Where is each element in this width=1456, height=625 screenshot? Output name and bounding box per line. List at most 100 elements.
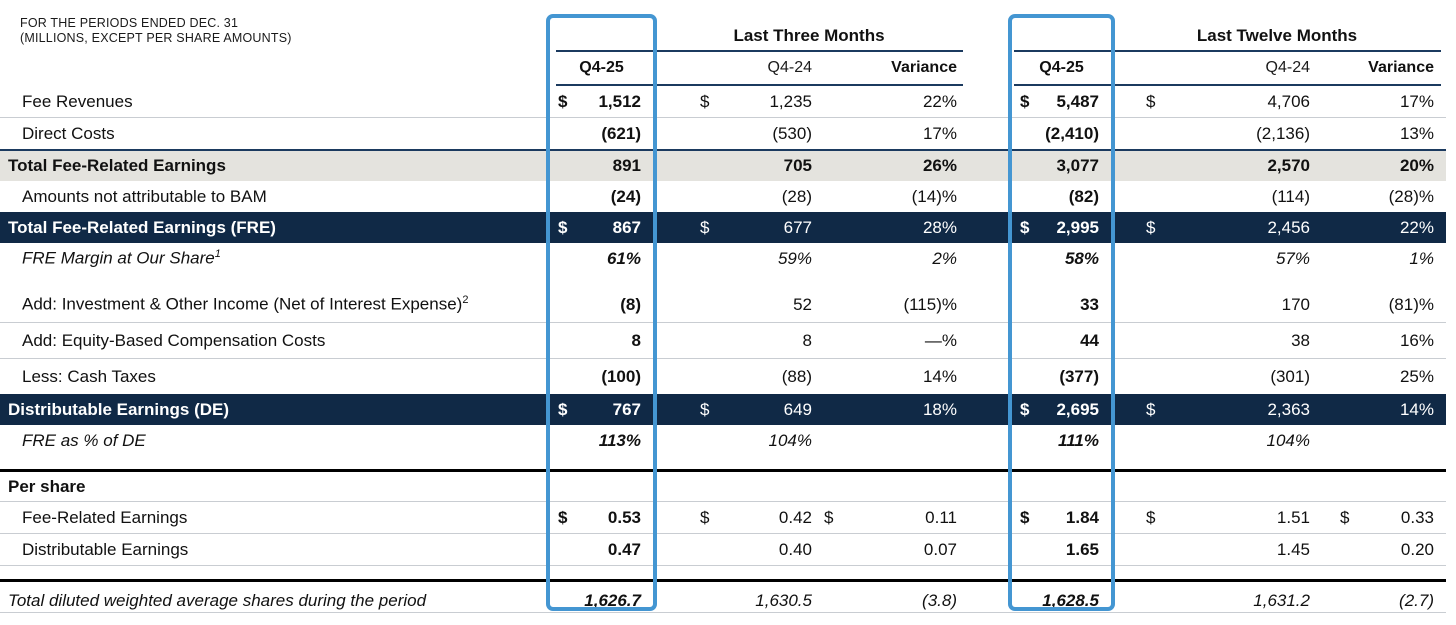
column-header-q4-24-12m: Q4-24: [1265, 59, 1310, 76]
row-distributable-earnings-de: Distributable Earnings (DE) $767 $649 18% $2…: [0, 394, 1446, 425]
cell-variance-3m: 22%: [820, 86, 963, 117]
cell-q4-25-3m: (8): [548, 287, 655, 322]
cell-value: 13%: [1399, 123, 1434, 143]
cell-value: 1.51: [1276, 507, 1310, 527]
cell-q4-25-3m: 113%: [548, 425, 655, 456]
cell-value: 17%: [922, 123, 957, 143]
cell-variance-3m: 18%: [820, 394, 963, 425]
cell-value: 0.20: [1400, 539, 1434, 559]
cell-value: 61%: [606, 248, 641, 268]
cell-q4-25-12m: $2,695: [1010, 394, 1113, 425]
cell-q4-25-3m: $867: [548, 212, 655, 243]
dollar-sign: $: [1146, 507, 1156, 527]
cell-q4-24-3m: [655, 473, 820, 501]
row-label: Add: Equity-Based Compensation Costs: [22, 330, 326, 350]
cell-value: (24): [610, 186, 641, 206]
dollar-sign: $: [1020, 217, 1030, 237]
cell-variance-12m: 17%: [1318, 86, 1446, 117]
cell-q4-25-3m: [548, 473, 655, 501]
row-total-fee-related-earnings-fre: Total Fee-Related Earnings (FRE) $867 $677…: [0, 212, 1446, 243]
row-fre-as-of-de: FRE as % of DE 113% 104% 111% 104%: [0, 425, 1446, 456]
cell-value: (2.7): [1399, 591, 1434, 610]
cell-q4-25-3m: $1,512: [548, 86, 655, 117]
cell-value: —%: [924, 330, 957, 350]
row-label: Direct Costs: [22, 123, 115, 143]
cell-value: (3.8): [922, 591, 957, 610]
cell-q4-25-12m: 1.65: [1010, 534, 1113, 565]
cell-variance-3m: 14%: [820, 359, 963, 394]
row-label: Distributable Earnings: [22, 539, 189, 559]
row-label: Total Fee-Related Earnings (FRE): [8, 217, 276, 237]
column-header-variance-3m: Variance: [891, 59, 957, 76]
cell-q4-25-12m: 3,077: [1010, 151, 1113, 181]
row-fee-revenues: Fee Revenues $1,512 $1,235 22% $5,487 $4,706 1…: [0, 86, 1446, 118]
cell-value: 22%: [1399, 217, 1434, 237]
group1-underline: [556, 50, 963, 52]
cell-q4-25-3m: (24): [548, 181, 655, 212]
row-add-investment-other-income-net-of-interest-expense: Add: Investment & Other Income (Net of I…: [0, 287, 1446, 323]
row-label: Total diluted weighted average shares du…: [8, 591, 427, 610]
header-rule-3m: [556, 84, 963, 86]
cell-value: (2,410): [1045, 123, 1099, 143]
dollar-sign: $: [1020, 91, 1030, 111]
cell-variance-12m: [1318, 425, 1446, 456]
caption-line-1: FOR THE PERIODS ENDED DEC. 31: [20, 16, 239, 30]
cell-q4-24-3m: 705: [655, 151, 820, 181]
cell-value: 111%: [1058, 430, 1099, 450]
cell-value: 38: [1291, 330, 1310, 350]
dollar-sign: $: [700, 507, 710, 527]
cell-value: (377): [1059, 366, 1099, 386]
cell-value: 1.65: [1065, 539, 1099, 559]
cell-value: 0.07: [923, 539, 957, 559]
cell-q4-24-3m: 52: [655, 287, 820, 322]
cell-value: 767: [612, 399, 641, 419]
row-label: Fee Revenues: [22, 91, 133, 111]
cell-q4-25-3m: 0.47: [548, 534, 655, 565]
column-group-last-three-months: Last Three Months: [733, 26, 885, 45]
dollar-sign: $: [1340, 507, 1350, 527]
row-distributable-earnings: Distributable Earnings 0.47 0.40 0.07 1.65 1.…: [0, 534, 1446, 566]
cell-value: 14%: [922, 366, 957, 386]
cell-value: (530): [772, 123, 812, 143]
cell-q4-24-3m: $0.42: [655, 502, 820, 533]
cell-variance-12m: (81)%: [1318, 287, 1446, 322]
cell-value: 2,995: [1056, 217, 1099, 237]
cell-value: (114): [1271, 186, 1310, 206]
cell-value: 1.84: [1065, 507, 1099, 527]
cell-q4-25-3m: (100): [548, 359, 655, 394]
cell-q4-25-3m: 891: [548, 151, 655, 181]
cell-q4-24-12m: $2,456: [1113, 212, 1318, 243]
column-group-last-twelve-months: Last Twelve Months: [1196, 26, 1358, 45]
column-header-q4-25-12m: Q4-25: [1039, 59, 1084, 76]
cell-q4-25-12m: 33: [1010, 287, 1113, 322]
cell-value: 44: [1080, 330, 1099, 350]
cell-q4-24-3m: 1,630.5: [655, 583, 820, 619]
cell-q4-25-3m: 8: [548, 323, 655, 358]
dollar-sign: $: [1020, 507, 1030, 527]
cell-q4-25-12m: 1,628.5: [1010, 583, 1113, 619]
cell-q4-25-12m: [1010, 473, 1113, 501]
cell-variance-12m: 22%: [1318, 212, 1446, 243]
cell-value: 1%: [1409, 248, 1434, 268]
cell-variance-3m: —%: [820, 323, 963, 358]
cell-value: 1,628.5: [1042, 591, 1099, 610]
header-rule-12m: [1014, 84, 1441, 86]
cell-value: 104%: [1266, 430, 1310, 450]
cell-value: 891: [612, 156, 641, 175]
cell-value: 8: [802, 330, 812, 350]
dollar-sign: $: [558, 507, 568, 527]
cell-value: 104%: [768, 430, 812, 450]
cell-value: 17%: [1399, 91, 1434, 111]
cell-q4-25-3m: (621): [548, 118, 655, 149]
cell-q4-24-12m: 38: [1113, 323, 1318, 358]
row-amounts-not-attributable-to-bam: Amounts not attributable to BAM (24) (28) (…: [0, 181, 1446, 212]
cell-value: 16%: [1399, 330, 1434, 350]
row-total-fee-related-earnings: Total Fee-Related Earnings 891 705 26% 3,077…: [0, 151, 1446, 181]
cell-q4-24-12m: [1113, 473, 1318, 501]
cell-q4-24-3m: $649: [655, 394, 820, 425]
cell-value: 1.45: [1276, 539, 1310, 559]
cell-q4-25-3m: $767: [548, 394, 655, 425]
row-label: FRE Margin at Our Share1: [22, 248, 221, 268]
cell-q4-25-12m: (2,410): [1010, 118, 1113, 149]
cell-q4-24-12m: 57%: [1113, 243, 1318, 274]
